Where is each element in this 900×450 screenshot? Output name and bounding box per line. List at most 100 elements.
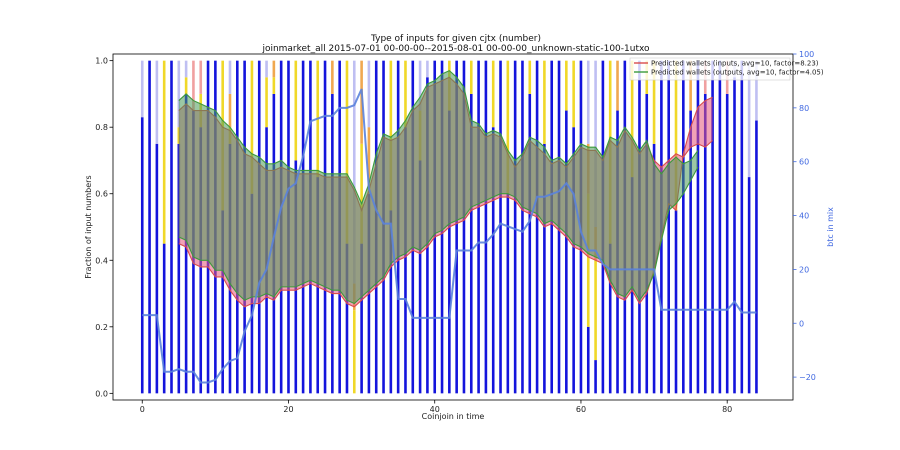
- bar-yellow: [565, 60, 568, 111]
- bar-light: [426, 60, 429, 78]
- bar-fresh: [586, 326, 590, 394]
- bar-light: [177, 60, 181, 128]
- bar-fresh: [550, 60, 554, 394]
- bar-fresh: [755, 120, 758, 394]
- chart-title: Type of inputs for given cjtx (number): [370, 34, 541, 44]
- bar-yellow: [528, 60, 532, 94]
- y-axis-title: Fraction of input numbers: [84, 175, 93, 278]
- bar-fresh: [140, 117, 144, 394]
- bar-yellow: [586, 193, 590, 327]
- outputs-band-line: [178, 69, 699, 206]
- inputs-band-line: [178, 96, 713, 308]
- bar-fresh: [733, 77, 736, 394]
- bar-light: [418, 60, 422, 111]
- bar-fresh: [535, 60, 539, 394]
- bar-yellow: [491, 60, 495, 128]
- legend-label-outputs: Predicted wallets (outputs, avg=10, fact…: [651, 69, 824, 77]
- bar-fresh: [484, 60, 488, 394]
- bar-yellow: [345, 60, 349, 244]
- bar-yellow: [272, 77, 276, 94]
- chart-subtitle: joinmarket_all 2015-07-01 00-00-00--2015…: [261, 44, 650, 54]
- bar-pink: [192, 60, 195, 111]
- bar-fresh: [170, 60, 173, 394]
- bar-fresh: [740, 60, 744, 394]
- bar-fresh: [674, 210, 678, 394]
- bar-yellow: [265, 77, 268, 128]
- y-tick-label: 0.6: [95, 190, 108, 199]
- x-tick-label: 0: [140, 405, 145, 414]
- bar-yellow: [389, 60, 393, 211]
- bar-yellow: [543, 60, 546, 144]
- bar-yellow: [250, 60, 254, 194]
- bar-fresh: [521, 60, 524, 394]
- bar-orange: [367, 127, 371, 194]
- y2-tick-label: 40: [799, 212, 809, 221]
- bar-yellow: [674, 60, 678, 211]
- bar-fresh: [389, 210, 393, 394]
- bar-fresh: [155, 143, 159, 394]
- y-tick-label: 1.0: [95, 57, 108, 66]
- x-axis-title: Coinjoin in time: [422, 412, 485, 421]
- bar-fresh: [148, 60, 151, 394]
- bar-light: [747, 60, 751, 178]
- bar-fresh: [682, 60, 685, 394]
- bar-fresh: [667, 60, 670, 394]
- x-axis: 0 20 40 60 80: [140, 400, 732, 414]
- outputs-band-edge: [178, 166, 699, 305]
- y-tick-label: 0.0: [95, 389, 108, 398]
- bar-fresh: [725, 93, 729, 394]
- bar-fresh: [703, 93, 707, 394]
- bar-light: [265, 60, 268, 78]
- y2-tick-label: 80: [799, 104, 809, 113]
- bar-orange: [689, 60, 692, 111]
- bar-yellow: [652, 60, 656, 144]
- y2-tick-label: −20: [799, 373, 816, 382]
- y2-axis-title: btc in mix: [826, 207, 835, 247]
- bar-fresh: [221, 210, 224, 394]
- y-tick-label: 0.4: [95, 256, 108, 265]
- bar-fresh: [418, 160, 422, 394]
- bar-light: [228, 60, 232, 94]
- bar-fresh: [404, 127, 407, 394]
- bar-yellow: [162, 60, 166, 244]
- bar-fresh: [491, 127, 495, 394]
- legend-label-inputs: Predicted wallets (inputs, avg=10, facto…: [651, 60, 819, 68]
- bar-yellow: [184, 77, 188, 94]
- bar-fresh: [462, 60, 466, 394]
- bar-fresh: [448, 110, 451, 394]
- bar-light: [184, 60, 188, 78]
- bar-fresh: [469, 93, 473, 394]
- bar-fresh: [455, 60, 458, 394]
- bar-pink: [199, 60, 203, 94]
- bar-light: [755, 60, 758, 121]
- bar-orange: [272, 60, 276, 78]
- bar-fresh: [506, 193, 510, 394]
- plot-frame: [112, 53, 794, 401]
- legend-box: [629, 57, 791, 81]
- bar-yellow: [360, 143, 363, 244]
- bar-light: [594, 60, 597, 228]
- bar-fresh: [718, 60, 722, 394]
- bar-orange: [228, 93, 232, 128]
- x-tick-label: 80: [722, 405, 732, 414]
- bar-fresh: [543, 143, 546, 394]
- bar-yellow: [404, 60, 407, 128]
- bar-yellow: [294, 60, 298, 161]
- bar-yellow: [572, 60, 575, 128]
- bar-fresh: [345, 243, 349, 394]
- bar-light: [352, 60, 356, 284]
- bar-light: [155, 60, 159, 144]
- bar-fresh: [608, 243, 612, 394]
- bar-orange: [616, 60, 619, 111]
- y2-tick-label: 60: [799, 158, 809, 167]
- outputs-band-fill: [178, 70, 698, 304]
- y-tick-label: 0.2: [95, 323, 108, 332]
- bar-fresh: [477, 60, 480, 394]
- bar-fresh: [513, 60, 517, 394]
- bar-fresh: [499, 60, 502, 394]
- bar-light: [140, 60, 144, 118]
- bar-fresh: [696, 60, 700, 394]
- bar-fresh: [572, 127, 575, 394]
- bar-fresh: [177, 143, 181, 394]
